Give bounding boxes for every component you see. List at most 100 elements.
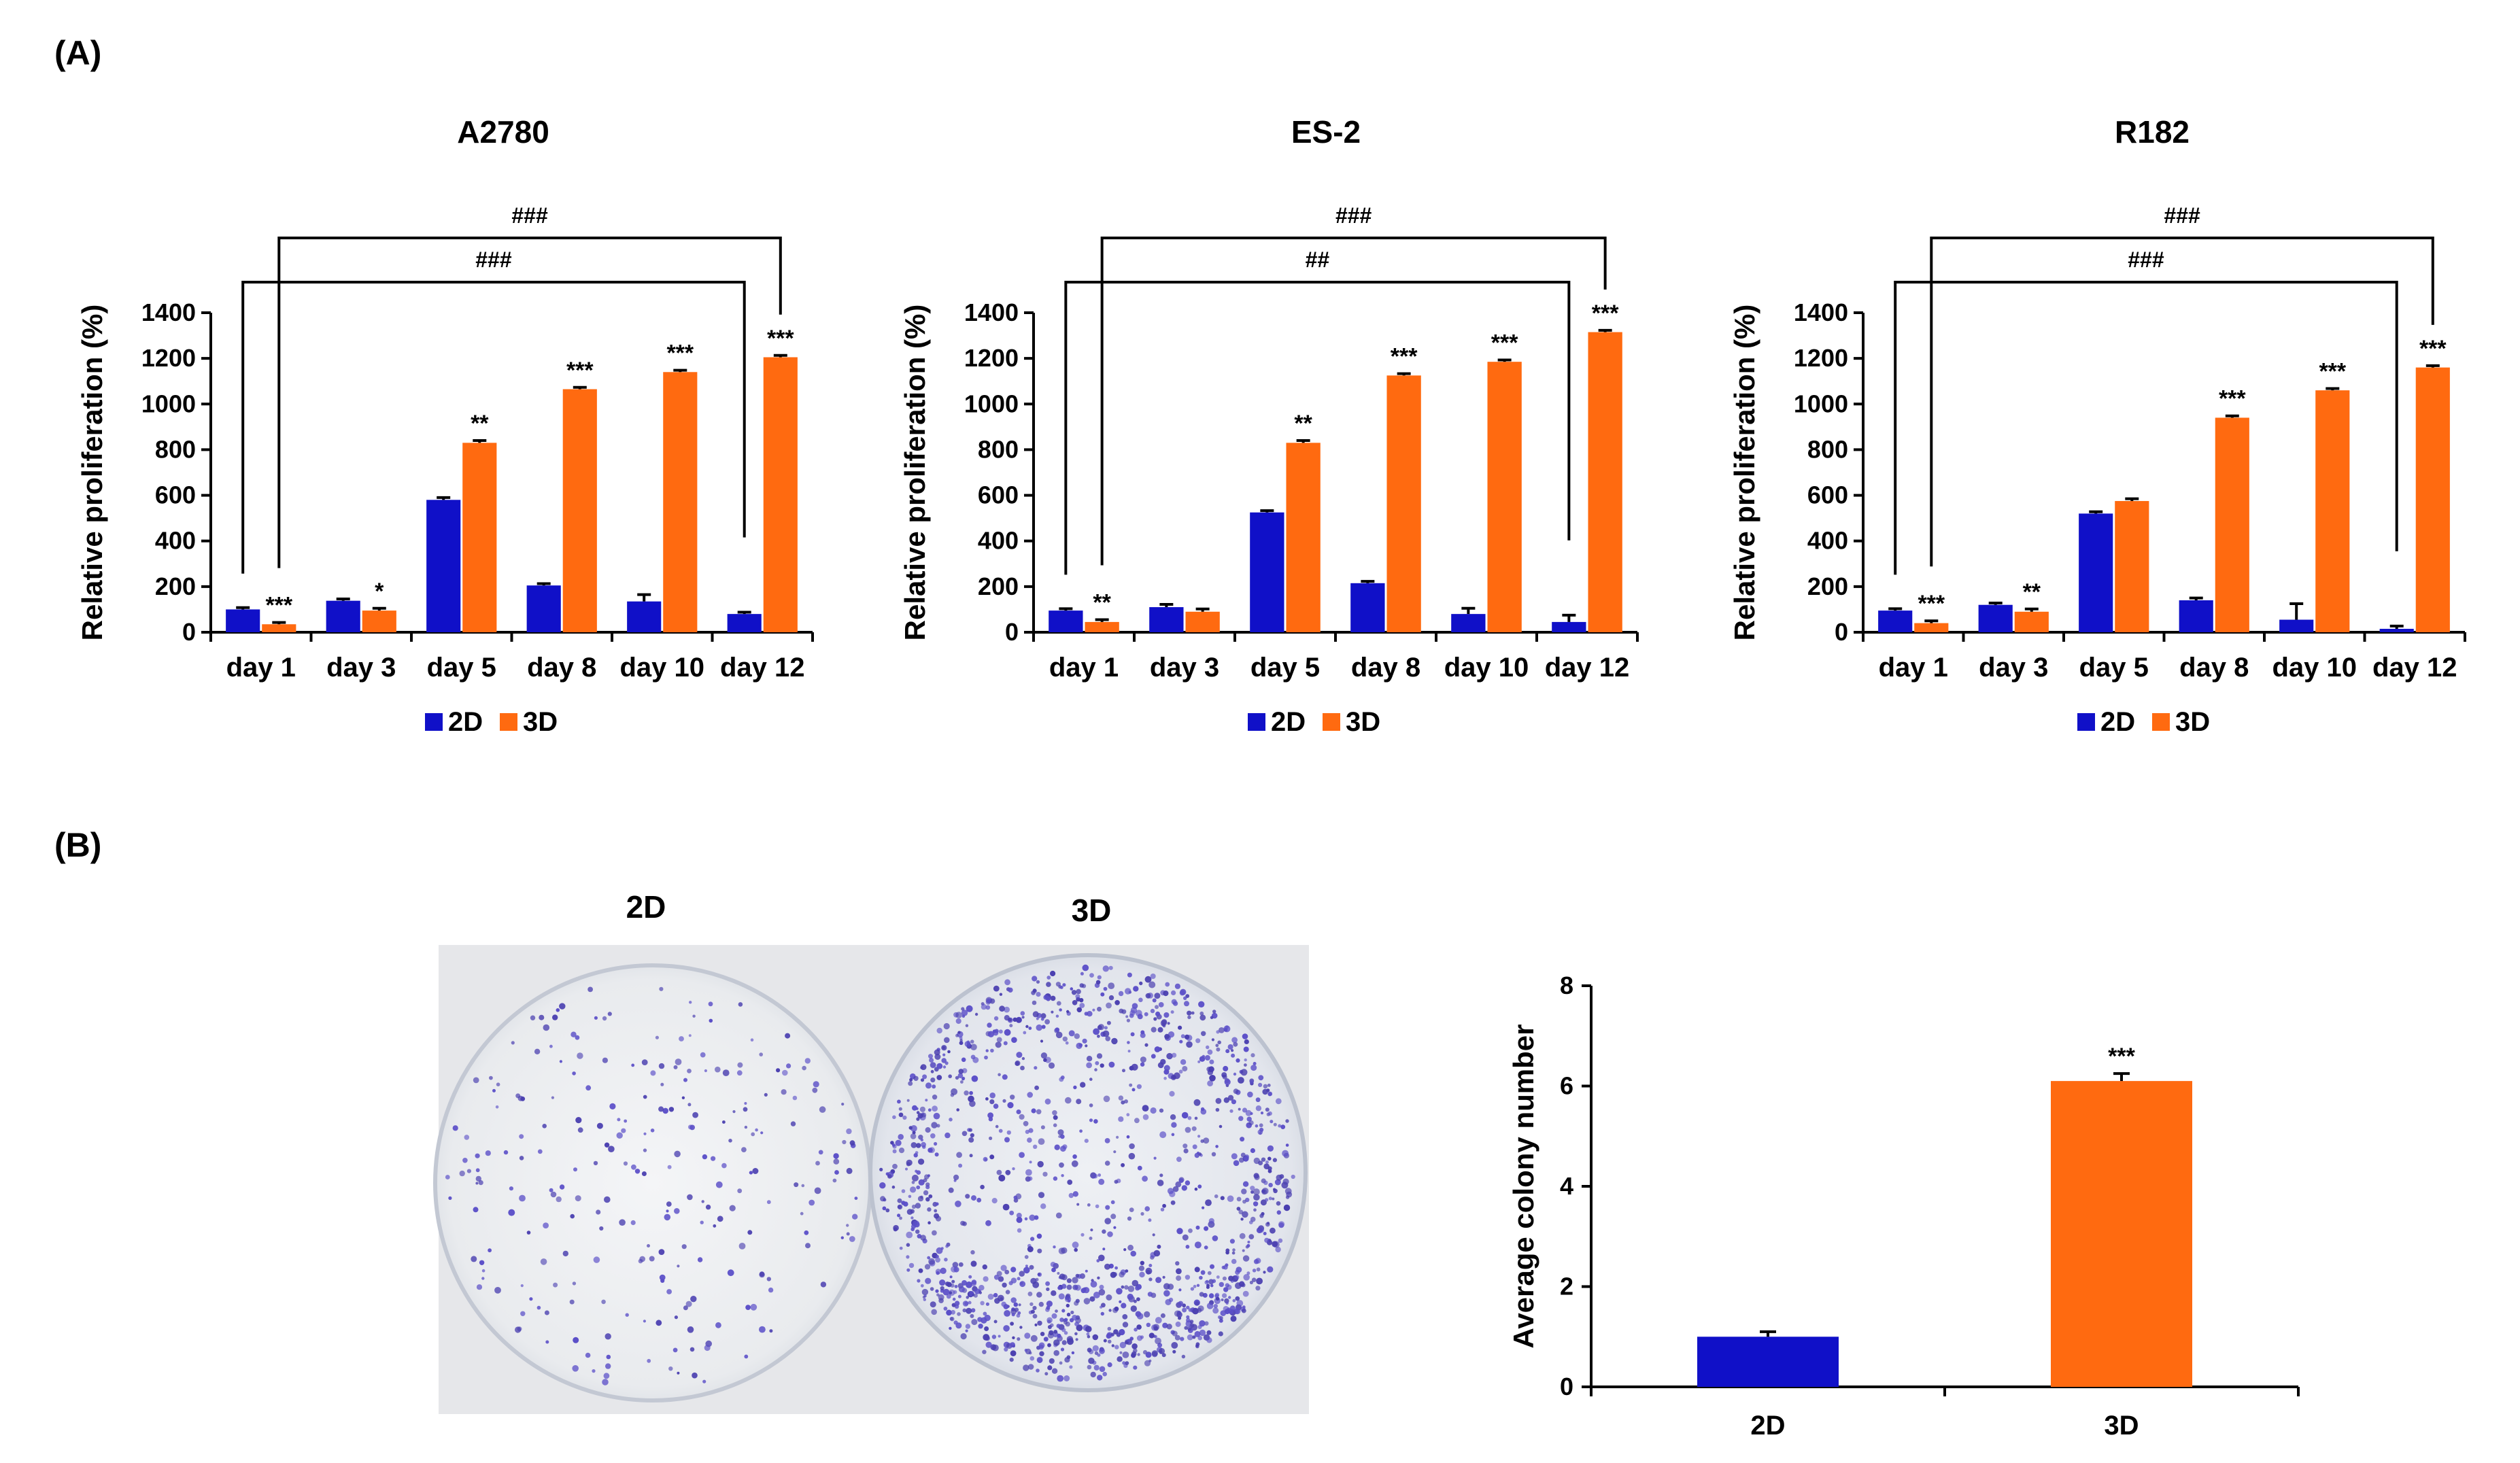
colony-dot [658, 1063, 665, 1069]
colony-dot [1098, 1254, 1105, 1262]
colony-dot [1207, 1049, 1213, 1055]
colony-dot [980, 1184, 985, 1190]
colony-dot [1210, 1016, 1214, 1020]
colony-dot [1097, 1276, 1100, 1280]
colony-dot [984, 1314, 991, 1322]
colony-dot [1214, 1292, 1220, 1298]
colony-dot [1097, 1024, 1104, 1031]
colony-dot [464, 1135, 470, 1140]
colony-dot [913, 1075, 919, 1082]
colony-dot [1036, 1024, 1042, 1031]
colony-dot [1057, 1286, 1061, 1290]
colony-dot [1142, 1114, 1149, 1120]
colony-dot [1264, 1198, 1269, 1202]
colony-dot [978, 1291, 983, 1294]
colony-dot [1095, 1061, 1100, 1065]
colony-dot [1220, 1196, 1225, 1201]
colony-dot [575, 1195, 581, 1202]
colony-dot [813, 1081, 819, 1088]
colony-dot [957, 1073, 964, 1078]
colony-dot [952, 1297, 956, 1301]
colony-dot [1053, 1115, 1058, 1120]
colony-dot [737, 1188, 743, 1194]
colony-dot [985, 1302, 989, 1306]
colony-dot [1074, 1033, 1080, 1039]
colony-dot [1066, 1312, 1071, 1317]
colony-dot [1024, 1217, 1028, 1221]
colony-dot [1107, 1231, 1113, 1237]
colony-dot [1240, 1152, 1246, 1158]
colony-dot [906, 1231, 913, 1239]
colony-dot [750, 1038, 754, 1042]
colony-dot [818, 1150, 823, 1155]
colony-dot [961, 1014, 966, 1018]
colony-dot [1246, 1271, 1250, 1275]
colony-dot [1283, 1204, 1291, 1211]
colony-dot [1267, 1092, 1272, 1097]
colony-dot [879, 1167, 883, 1171]
colony-dot [946, 1309, 952, 1316]
colony-dot [1122, 1069, 1125, 1073]
colony-dot [1276, 1210, 1282, 1215]
y-tick-label: 400 [1807, 527, 1848, 555]
colony-dot [1075, 1338, 1078, 1341]
colony-dot [1231, 1258, 1237, 1264]
colony-dot [727, 1269, 734, 1277]
colony-dot [792, 1095, 798, 1101]
colony-dot [1019, 1152, 1025, 1158]
colony-dot [1118, 991, 1124, 997]
colony-dot [1010, 1095, 1015, 1100]
bar-3d [1914, 623, 1949, 632]
colony-dot [448, 1196, 452, 1200]
colony-dot [737, 1062, 743, 1068]
colony-dot [1104, 1160, 1110, 1166]
colony-dot [1017, 1277, 1021, 1281]
colony-dot [1185, 1126, 1191, 1133]
colony-dot [1180, 1059, 1187, 1065]
colony-dot [660, 1082, 664, 1086]
colony-dot [832, 1178, 837, 1183]
colony-dot [833, 1153, 839, 1159]
colony-dot [960, 1333, 967, 1340]
colony-dot [1185, 1275, 1191, 1280]
colony-dot [1002, 1282, 1007, 1288]
colony-dot [1207, 1069, 1214, 1075]
colony-dot [1076, 1007, 1083, 1013]
colony-dot [1230, 1315, 1237, 1322]
colony-dot [1175, 1321, 1181, 1327]
colony-dot [804, 1058, 811, 1064]
colony-dot [519, 1194, 526, 1202]
colony-dot [1267, 1084, 1271, 1087]
colony-dot [890, 1141, 894, 1145]
colony-dot [1193, 1099, 1201, 1106]
colony-dot [1130, 1250, 1136, 1257]
colony-dot [717, 1216, 723, 1222]
colony-dot [704, 1345, 711, 1352]
colony-dot [1100, 992, 1105, 997]
colony-dot [1150, 1107, 1157, 1114]
colony-dot [1010, 1267, 1017, 1273]
colony-dot [1182, 1234, 1189, 1241]
colony-dot [1163, 1290, 1170, 1297]
colony-dot [993, 1030, 999, 1036]
colony-dot [940, 1247, 944, 1250]
colony-dot [1037, 1272, 1042, 1277]
colony-dot [1004, 1347, 1008, 1352]
colony-dot [1121, 1100, 1125, 1105]
colony-dot [1103, 1095, 1110, 1103]
colony-dot [459, 1170, 465, 1177]
colony-dot [545, 1340, 549, 1344]
colony-dot [1199, 1329, 1206, 1337]
colony-dot [820, 1281, 827, 1288]
colony-dot [1255, 1097, 1261, 1103]
colony-dot [942, 1046, 945, 1050]
colony-dot [1267, 1222, 1270, 1225]
colony-dot [985, 1005, 991, 1010]
colony-dot [916, 1170, 921, 1175]
colony-dot [1180, 1034, 1185, 1039]
colony-dot [928, 1258, 935, 1265]
colony-dot [1200, 1270, 1206, 1275]
colony-dot [1172, 1330, 1178, 1337]
colony-dot [1063, 1331, 1068, 1335]
colony-dot [912, 1131, 916, 1135]
